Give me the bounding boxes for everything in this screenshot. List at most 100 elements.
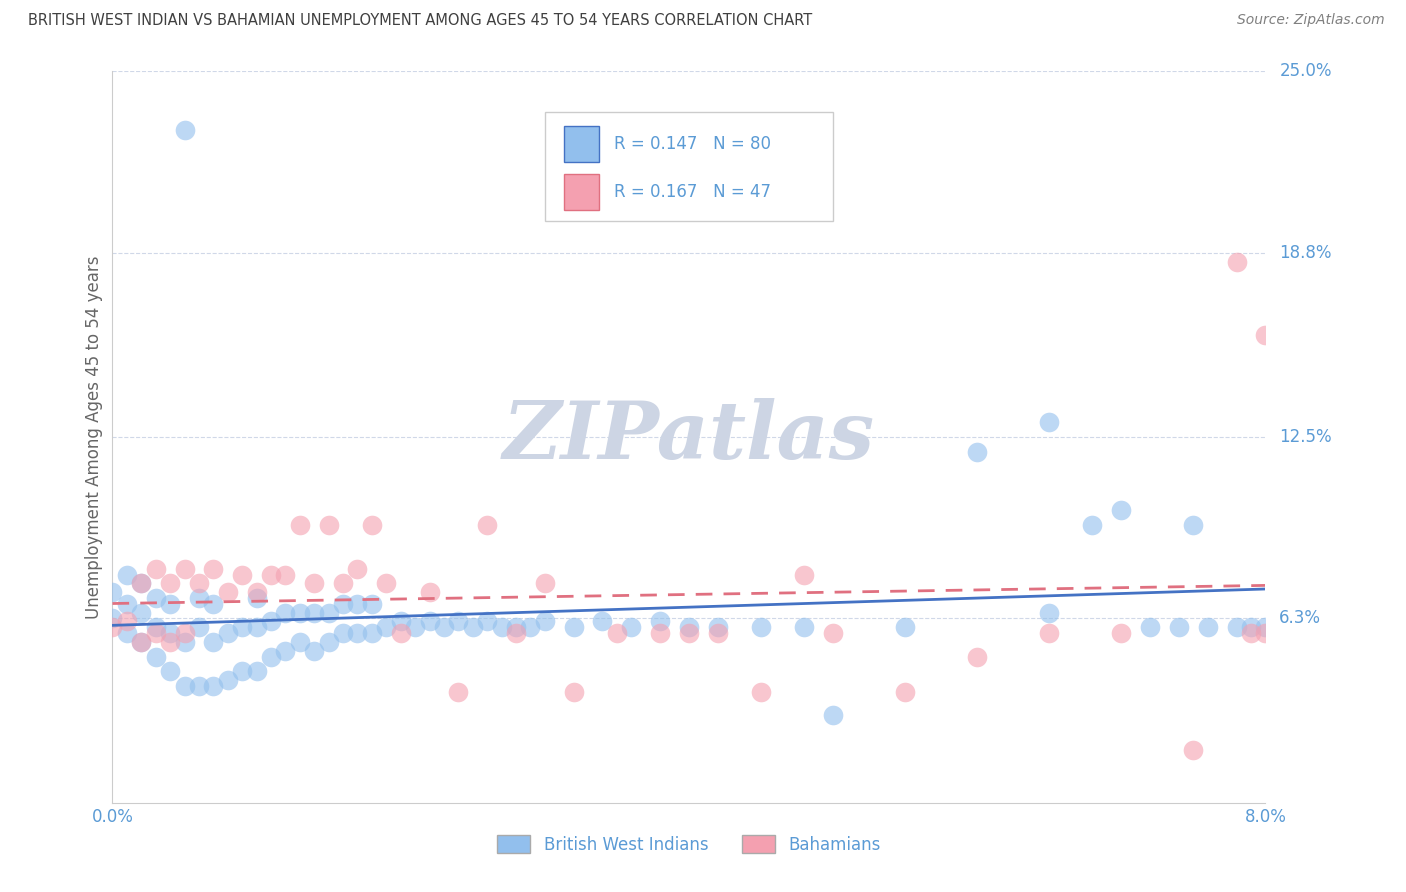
- Point: [1111, 626, 1133, 640]
- Point: [246, 585, 269, 599]
- Point: [202, 562, 225, 576]
- Point: [304, 576, 326, 591]
- Point: [332, 576, 354, 591]
- Point: [475, 615, 498, 629]
- Point: [1240, 620, 1263, 634]
- Point: [707, 626, 730, 640]
- Point: [173, 679, 195, 693]
- Point: [318, 517, 340, 532]
- Point: [678, 620, 700, 634]
- Point: [145, 562, 167, 576]
- Text: Source: ZipAtlas.com: Source: ZipAtlas.com: [1237, 13, 1385, 28]
- Point: [101, 620, 124, 634]
- Point: [217, 626, 239, 640]
- Text: 25.0%: 25.0%: [1279, 62, 1331, 80]
- Point: [129, 576, 153, 591]
- Point: [648, 615, 672, 629]
- Point: [217, 673, 239, 687]
- Point: [592, 615, 614, 629]
- Point: [202, 679, 225, 693]
- Point: [115, 615, 138, 629]
- Point: [274, 606, 297, 620]
- Point: [793, 620, 815, 634]
- Point: [304, 606, 326, 620]
- Point: [101, 585, 124, 599]
- Point: [173, 123, 195, 137]
- Point: [375, 620, 398, 634]
- Point: [360, 626, 382, 640]
- Point: [332, 597, 354, 611]
- Point: [260, 649, 283, 664]
- Point: [274, 567, 297, 582]
- Point: [1139, 620, 1161, 634]
- Point: [562, 620, 585, 634]
- Point: [115, 597, 138, 611]
- Point: [505, 626, 527, 640]
- Point: [461, 620, 484, 634]
- Point: [821, 626, 844, 640]
- Point: [620, 620, 643, 634]
- Point: [159, 626, 181, 640]
- Point: [173, 562, 195, 576]
- Point: [678, 626, 700, 640]
- Text: 18.8%: 18.8%: [1279, 244, 1331, 261]
- Point: [188, 679, 211, 693]
- FancyBboxPatch shape: [564, 126, 599, 162]
- Text: BRITISH WEST INDIAN VS BAHAMIAN UNEMPLOYMENT AMONG AGES 45 TO 54 YEARS CORRELATI: BRITISH WEST INDIAN VS BAHAMIAN UNEMPLOY…: [28, 13, 813, 29]
- Point: [389, 626, 412, 640]
- Legend: British West Indians, Bahamians: British West Indians, Bahamians: [491, 829, 887, 860]
- Point: [519, 620, 541, 634]
- Text: ZIPatlas: ZIPatlas: [503, 399, 875, 475]
- Point: [707, 620, 730, 634]
- Point: [1182, 517, 1205, 532]
- Point: [389, 615, 412, 629]
- Point: [129, 576, 153, 591]
- Point: [288, 606, 311, 620]
- Point: [318, 606, 340, 620]
- Text: R = 0.147   N = 80: R = 0.147 N = 80: [614, 135, 770, 153]
- Point: [562, 684, 585, 698]
- Point: [404, 620, 426, 634]
- Point: [159, 597, 181, 611]
- Point: [447, 684, 470, 698]
- Point: [793, 567, 815, 582]
- Point: [821, 708, 844, 723]
- Point: [1111, 503, 1133, 517]
- Point: [173, 635, 195, 649]
- Point: [260, 567, 283, 582]
- Point: [375, 576, 398, 591]
- Point: [1254, 327, 1277, 342]
- Point: [145, 620, 167, 634]
- Point: [129, 635, 153, 649]
- Point: [304, 643, 326, 657]
- Point: [101, 611, 124, 625]
- Point: [749, 684, 772, 698]
- Point: [475, 517, 498, 532]
- Point: [894, 684, 917, 698]
- Point: [145, 591, 167, 605]
- Point: [1240, 626, 1263, 640]
- Point: [1081, 517, 1104, 532]
- Point: [533, 576, 555, 591]
- Point: [1197, 620, 1219, 634]
- Point: [360, 597, 382, 611]
- Point: [129, 606, 153, 620]
- Point: [188, 576, 211, 591]
- Point: [1226, 254, 1249, 268]
- Point: [115, 626, 138, 640]
- Text: 12.5%: 12.5%: [1279, 428, 1331, 446]
- FancyBboxPatch shape: [546, 112, 832, 221]
- Point: [202, 635, 225, 649]
- Point: [419, 615, 441, 629]
- Point: [505, 620, 527, 634]
- Point: [318, 635, 340, 649]
- Point: [145, 649, 167, 664]
- Point: [1226, 620, 1249, 634]
- Point: [231, 620, 253, 634]
- Point: [231, 664, 253, 678]
- Point: [966, 444, 988, 458]
- Point: [419, 585, 441, 599]
- Point: [246, 591, 269, 605]
- Point: [346, 626, 368, 640]
- Point: [1254, 626, 1277, 640]
